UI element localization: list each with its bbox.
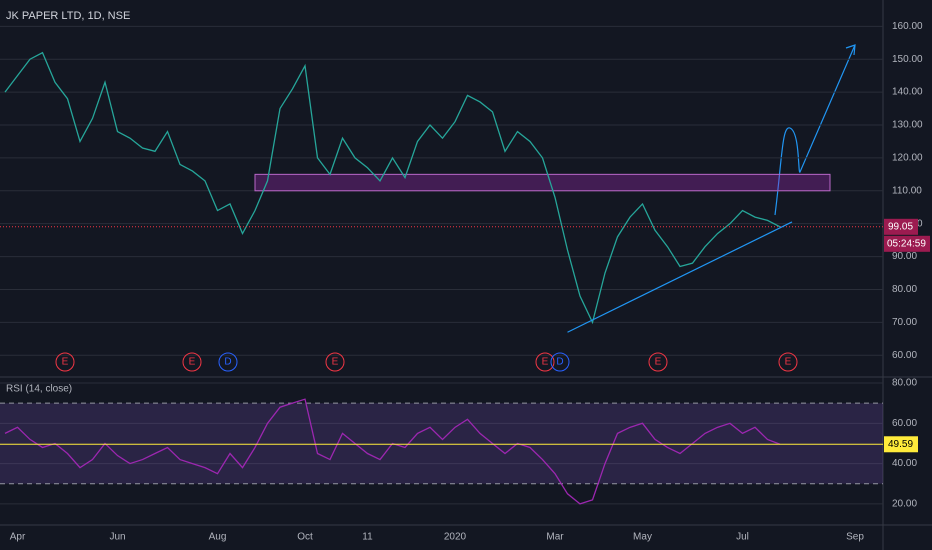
x-tick-label: Mar xyxy=(546,532,564,543)
series-line xyxy=(4,398,781,505)
event-marker xyxy=(778,352,798,372)
y-tick-label: 110.00 xyxy=(892,185,922,196)
x-tick-label: May xyxy=(633,532,652,543)
resistance-zone xyxy=(254,173,831,192)
x-tick-label: 2020 xyxy=(444,532,467,543)
event-marker xyxy=(218,352,238,372)
event-marker xyxy=(55,352,75,372)
y-tick-label: 80.00 xyxy=(892,284,917,295)
event-label: D xyxy=(224,357,231,368)
last-value-tag xyxy=(884,436,918,453)
arrow-head xyxy=(845,44,856,56)
event-label: E xyxy=(189,357,196,368)
y-tick-label: 40.00 xyxy=(892,458,917,469)
event-marker xyxy=(535,352,555,372)
event-marker xyxy=(182,352,202,372)
y-tick-label: 130.00 xyxy=(892,120,923,131)
y-tick-label: 90.00 xyxy=(892,251,917,262)
event-label: E xyxy=(332,357,339,368)
last-value-label: 99.05 xyxy=(888,221,913,232)
x-tick-label: Sep xyxy=(846,532,864,543)
y-tick-label: 60.00 xyxy=(892,350,917,361)
y-tick-label: 70.00 xyxy=(892,317,917,328)
event-marker xyxy=(550,352,570,372)
rsi-band xyxy=(0,403,883,484)
event-marker xyxy=(325,352,345,372)
series-line xyxy=(4,51,781,325)
last-value-tag xyxy=(884,218,918,235)
y-tick-label: 140.00 xyxy=(892,87,923,98)
event-label: E xyxy=(785,357,792,368)
event-label: E xyxy=(655,357,662,368)
y-tick-label: 150.00 xyxy=(892,54,923,65)
x-tick-label: Oct xyxy=(297,532,313,543)
x-tick-label: Aug xyxy=(209,532,227,543)
event-marker xyxy=(648,352,668,372)
y-tick-label: 60.00 xyxy=(892,418,917,429)
event-label: D xyxy=(556,357,563,368)
projection-arrow xyxy=(774,44,856,216)
x-tick-label: 11 xyxy=(362,532,373,543)
y-tick-label: 160.00 xyxy=(892,21,923,32)
x-tick-label: Jul xyxy=(736,532,749,543)
event-label: E xyxy=(542,357,549,368)
countdown: 05:24:59 xyxy=(887,238,926,249)
x-tick-label: Apr xyxy=(10,532,26,543)
last-value-label: 49.59 xyxy=(888,439,913,450)
y-tick-label: 120.00 xyxy=(892,153,923,164)
event-label: E xyxy=(62,357,69,368)
chart-title: JK PAPER LTD, 1D, NSE xyxy=(6,10,130,22)
trendline xyxy=(567,221,793,333)
countdown-tag xyxy=(884,235,930,252)
pane-title: RSI (14, close) xyxy=(6,384,72,395)
y-tick-label: 20.00 xyxy=(892,499,917,510)
y-tick-label: 80.00 xyxy=(892,378,917,389)
x-tick-label: Jun xyxy=(109,532,125,543)
